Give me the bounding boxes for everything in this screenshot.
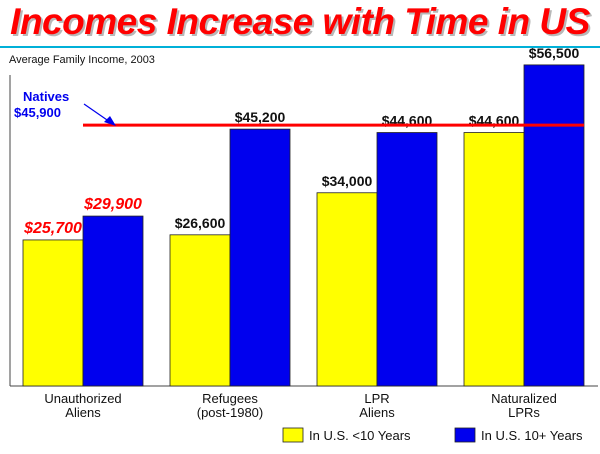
bar-3-1 bbox=[523, 64, 585, 387]
x-tick-label-2: LPR Aliens bbox=[359, 391, 395, 420]
legend-swatch-1 bbox=[454, 427, 476, 443]
bar-1-0 bbox=[169, 234, 231, 387]
legend-label-1: In U.S. 10+ Years bbox=[481, 428, 583, 443]
bar-0-0 bbox=[22, 239, 84, 387]
data-label-1-1: $45,200 bbox=[235, 109, 286, 125]
reference-arrow bbox=[83, 103, 111, 123]
bar-2-1 bbox=[376, 132, 438, 387]
x-tick-label-0: Unauthorized Aliens bbox=[44, 391, 121, 420]
chart-subtitle: Average Family Income, 2003 bbox=[9, 54, 155, 66]
chart-title: Incomes Increase with Time in US bbox=[10, 1, 590, 42]
reference-label: Natives $45,900 bbox=[14, 89, 69, 120]
legend-label-0: In U.S. <10 Years bbox=[309, 428, 411, 443]
data-label-2-0: $34,000 bbox=[322, 173, 373, 189]
data-label-0-1: $29,900 bbox=[83, 196, 142, 213]
x-tick-label-1: Refugees (post-1980) bbox=[197, 391, 263, 420]
x-tick-label-3: Naturalized LPRs bbox=[491, 391, 557, 420]
bar-0-1 bbox=[82, 215, 144, 387]
reference-arrowhead bbox=[104, 116, 116, 126]
bar-1-1 bbox=[229, 128, 291, 387]
data-label-0-0: $25,700 bbox=[23, 220, 82, 237]
bar-2-0 bbox=[316, 192, 378, 387]
title-underline bbox=[0, 46, 600, 48]
data-label-3-1: $56,500 bbox=[529, 45, 580, 61]
legend-swatch-0 bbox=[282, 427, 304, 443]
bar-3-0 bbox=[463, 132, 525, 387]
data-label-1-0: $26,600 bbox=[175, 215, 226, 231]
